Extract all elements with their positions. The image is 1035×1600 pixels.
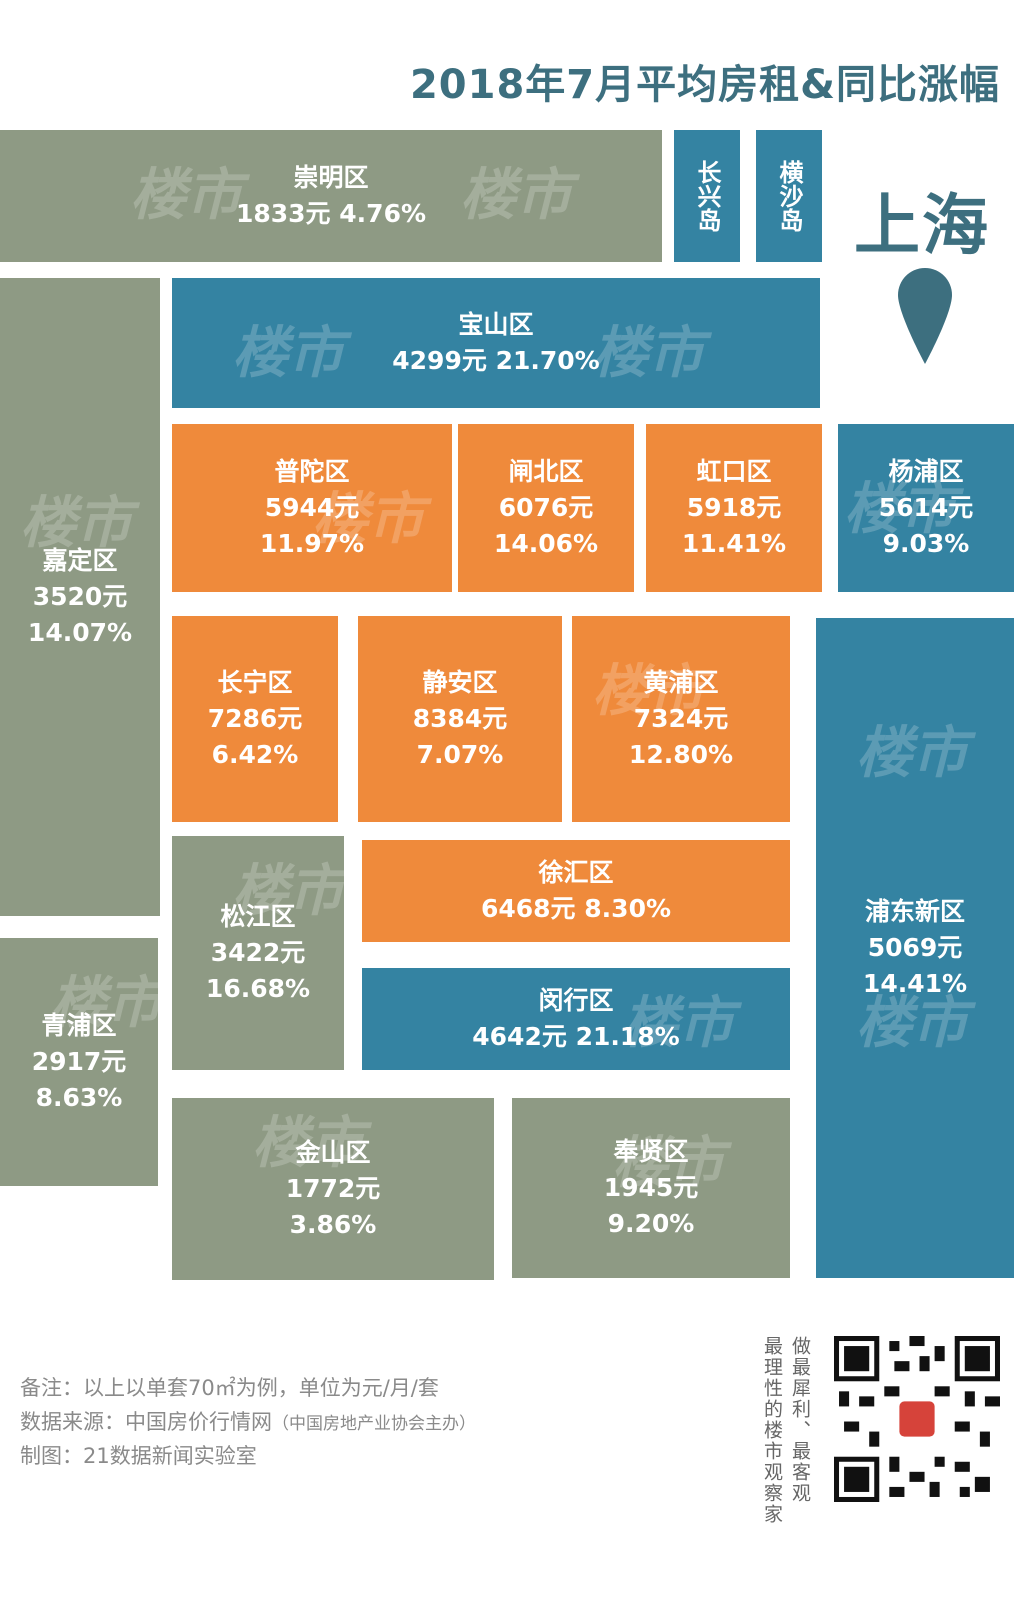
district-growth: 14.07% (27, 618, 133, 647)
watermark: 楼市 (232, 321, 344, 386)
district-rent: 3422元 (210, 938, 306, 967)
block-baoshan: 楼市 楼市 宝山区 4299元 21.70% (172, 278, 820, 408)
district-rent: 5614元 (878, 493, 974, 522)
block-putuo: 楼市 普陀区 5944元 11.97% (172, 424, 452, 592)
district-growth: 8.63% (35, 1083, 123, 1112)
watermark: 楼市 (592, 321, 704, 386)
district-name: 普陀区 (274, 457, 350, 486)
note-source-org: （中国房地产业协会主办） (272, 1414, 476, 1434)
district-rent: 6076元 (498, 493, 594, 522)
district-name: 黄浦区 (643, 668, 719, 697)
note-remark: 备注：以上以单套70㎡为例，单位为元/月/套 (20, 1376, 439, 1400)
district-rent: 5944元 (264, 493, 360, 522)
block-hongkou: 虹口区 5918元 11.41% (646, 424, 822, 592)
island-name: 长兴岛 (693, 160, 721, 232)
district-rent: 5069元 (867, 933, 963, 962)
note-source: 数据来源：中国房价行情网（中国房地产业协会主办） (20, 1406, 476, 1436)
block-yangpu: 楼市 杨浦区 5614元 9.03% (838, 424, 1014, 592)
block-hengsha: 横沙岛 (756, 130, 822, 262)
district-name: 徐汇区 (538, 858, 614, 887)
block-fengxian: 楼市 奉贤区 1945元 9.20% (512, 1098, 790, 1278)
district-name: 松江区 (220, 902, 296, 931)
block-songjiang: 楼市 松江区 3422元 16.68% (172, 836, 344, 1070)
block-jingan: 静安区 8384元 7.07% (358, 616, 562, 822)
district-name: 长宁区 (217, 668, 293, 697)
block-xuhui: 徐汇区 6468元 8.30% (362, 840, 790, 942)
watermark: 楼市 (856, 721, 968, 786)
district-name: 青浦区 (41, 1011, 117, 1040)
district-rent: 4642元 (472, 1022, 567, 1051)
city-name: 上海 (854, 187, 990, 264)
block-huangpu: 楼市 黄浦区 7324元 12.80% (572, 616, 790, 822)
district-name: 浦东新区 (864, 897, 965, 926)
district-name: 奉贤区 (613, 1137, 689, 1166)
district-growth: 21.18% (575, 1022, 680, 1051)
district-growth: 14.06% (493, 529, 599, 558)
district-rent: 1772元 (285, 1174, 381, 1203)
district-rent: 6468元 (480, 894, 576, 923)
block-minhang: 楼市 闵行区 4642元 21.18% (362, 968, 790, 1070)
district-name: 闵行区 (538, 986, 614, 1015)
district-name: 宝山区 (458, 310, 534, 339)
district-name: 崇明区 (293, 163, 369, 192)
location-pin-icon (898, 268, 952, 364)
block-jiading: 楼市 嘉定区 3520元 14.07% (0, 278, 160, 916)
district-growth: 9.20% (607, 1209, 695, 1238)
district-name: 嘉定区 (42, 546, 118, 575)
slogan-line2: 最理性的楼市观察家 (761, 1336, 783, 1525)
district-growth: 6.42% (211, 740, 299, 769)
district-name: 虹口区 (696, 457, 772, 486)
note-credit: 制图：21数据新闻实验室 (20, 1444, 257, 1468)
district-growth: 7.07% (416, 740, 504, 769)
district-growth: 3.86% (289, 1210, 377, 1239)
district-name: 静安区 (422, 668, 498, 697)
district-growth: 11.41% (681, 529, 787, 558)
chart-title: 2018年7月平均房租&同比涨幅 (409, 62, 1000, 108)
block-pudong: 楼市 楼市 浦东新区 5069元 14.41% (816, 618, 1014, 1278)
district-growth: 8.30% (584, 894, 672, 923)
island-name: 横沙岛 (775, 160, 803, 232)
district-rent: 2917元 (31, 1047, 127, 1076)
district-rent: 1945元 (603, 1173, 699, 1202)
district-rent: 3520元 (32, 582, 128, 611)
district-rent: 7286元 (207, 704, 303, 733)
watermark: 楼市 (130, 163, 242, 228)
qr-code-icon (834, 1336, 1000, 1502)
watermark: 楼市 (460, 163, 572, 228)
district-growth: 14.41% (862, 969, 968, 998)
block-jinshan: 楼市 金山区 1772元 3.86% (172, 1098, 494, 1280)
block-qingpu: 楼市 青浦区 2917元 8.63% (0, 938, 158, 1186)
district-name: 金山区 (295, 1138, 371, 1167)
district-rent: 1833元 (235, 199, 331, 228)
district-growth: 9.03% (882, 529, 970, 558)
block-zhabei: 闸北区 6076元 14.06% (458, 424, 634, 592)
district-rent: 8384元 (412, 704, 508, 733)
district-name: 杨浦区 (888, 457, 964, 486)
district-rent: 4299元 (392, 346, 487, 375)
block-changxing: 长兴岛 (674, 130, 740, 262)
district-rent: 5918元 (686, 493, 782, 522)
block-chongming: 楼市 楼市 崇明区 1833元 4.76% (0, 130, 662, 262)
block-changning: 长宁区 7286元 6.42% (172, 616, 338, 822)
note-source-text: 数据来源：中国房价行情网 (20, 1410, 272, 1434)
district-growth: 11.97% (259, 529, 365, 558)
district-growth: 21.70% (495, 346, 600, 375)
district-growth: 4.76% (339, 199, 427, 228)
district-growth: 16.68% (205, 974, 311, 1003)
district-name: 闸北区 (508, 457, 584, 486)
slogan-line1: 做最犀利、最客观 (789, 1336, 811, 1504)
district-growth: 12.80% (628, 740, 734, 769)
district-rent: 7324元 (633, 704, 729, 733)
